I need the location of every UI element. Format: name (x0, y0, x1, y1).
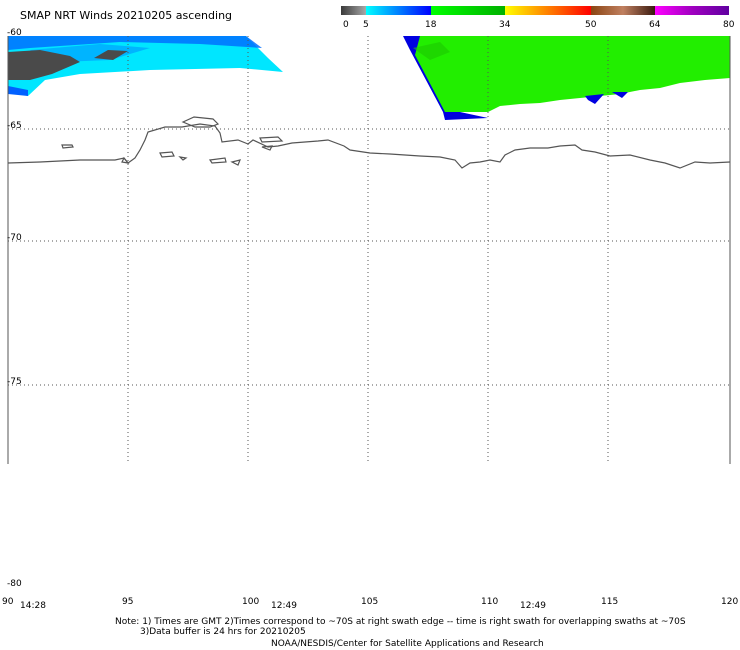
wind-speed-colorbar (341, 6, 729, 15)
swath-left-low-wind (8, 50, 80, 80)
latitude-tick-label: -60 (7, 28, 22, 38)
swath-left-low-wind-patch (94, 50, 128, 60)
latitude-tick-label: -70 (7, 233, 22, 243)
colorbar-tick-label: 80 (723, 20, 735, 30)
swath-left-blue-band (8, 36, 262, 50)
longitude-tick-label: 115 (601, 597, 619, 607)
credit-line: NOAA/NESDIS/Center for Satellite Applica… (271, 639, 544, 649)
footnote-line: Note: 1) Times are GMT 2)Times correspon… (115, 617, 686, 627)
colorbar-tick-label: 0 (343, 20, 349, 30)
swath-time-label: 12:49 (520, 601, 546, 611)
colorbar-segment (366, 6, 431, 15)
swath-right-dark-green (413, 42, 450, 60)
colorbar-tick-label: 5 (363, 20, 369, 30)
colorbar-tick-label: 18 (425, 20, 437, 30)
footnote-line: 3)Data buffer is 24 hrs for 20210205 (140, 627, 306, 637)
swath-time-label: 12:49 (271, 601, 297, 611)
swath-right-blue-patch-2 (612, 92, 628, 98)
swath-right (403, 36, 730, 120)
latitude-tick-label: -80 (7, 579, 22, 589)
colorbar-tick-label: 34 (499, 20, 511, 30)
swath-left (8, 36, 283, 96)
latitude-tick-label: -65 (7, 121, 22, 131)
colorbar-tick-label: 50 (585, 20, 597, 30)
colorbar-segment (341, 6, 366, 15)
longitude-tick-label: 95 (122, 597, 134, 607)
longitude-tick-label: 105 (361, 597, 379, 607)
colorbar-segment (591, 6, 655, 15)
swath-right-green (415, 36, 730, 112)
graticule (8, 36, 730, 464)
latitude-tick-label: -75 (7, 377, 22, 387)
swath-time-label: 14:28 (20, 601, 46, 611)
map-title: SMAP NRT Winds 20210205 ascending (20, 9, 233, 22)
longitude-tick-label: 100 (242, 597, 260, 607)
longitude-tick-label: 90 (2, 597, 14, 607)
map-frame (7, 36, 731, 464)
coastline (7, 116, 731, 169)
longitude-tick-label: 110 (481, 597, 499, 607)
swath-left-blue-edge (8, 86, 28, 96)
colorbar-segment (431, 6, 505, 15)
colorbar-segment (505, 6, 591, 15)
longitude-tick-label: 120 (721, 597, 739, 607)
colorbar-segment (655, 6, 729, 15)
colorbar-tick-label: 64 (649, 20, 661, 30)
swath-right-blue-patches (585, 94, 604, 104)
